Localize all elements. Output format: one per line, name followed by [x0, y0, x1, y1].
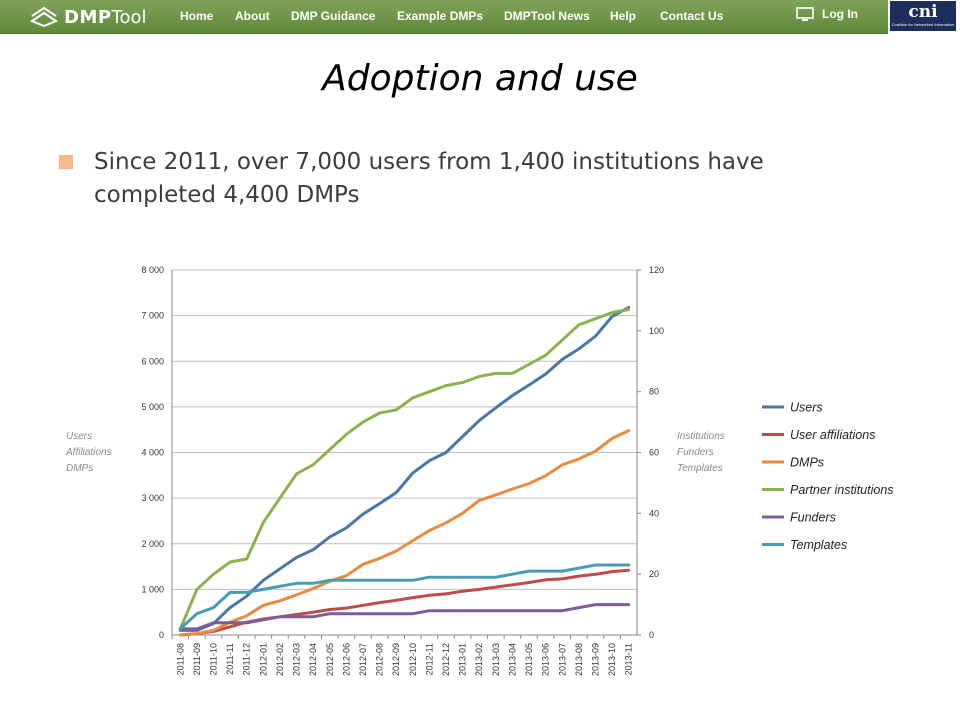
nav-example-dmps[interactable]: Example DMPs: [397, 9, 484, 23]
x-tick-label: 2012-01: [258, 643, 268, 676]
right-tick-label: 20: [649, 569, 659, 579]
cni-logo: cni Coalition for Networked Information: [888, 0, 960, 33]
x-tick-label: 2013-03: [491, 643, 501, 676]
x-tick-label: 2013-08: [574, 643, 584, 676]
x-tick-label: 2013-05: [524, 643, 534, 676]
left-axis-label-1: Users: [66, 431, 93, 442]
nav-contact-us[interactable]: Contact Us: [660, 9, 724, 23]
right-tick-label: 40: [649, 508, 659, 518]
cni-logo-subtext: Coalition for Networked Information: [891, 22, 955, 27]
series-line-templates: [178, 563, 631, 631]
right-axis-label-2: Funders: [677, 447, 714, 458]
left-tick-label: 5 000: [141, 402, 164, 412]
x-tick-label: 2012-02: [275, 643, 285, 676]
left-tick-label: 7 000: [141, 311, 164, 321]
legend-label-dmps: DMPs: [790, 456, 824, 470]
left-tick-label: 1 000: [141, 584, 164, 594]
right-tick-label: 60: [649, 448, 659, 458]
right-tick-label: 120: [649, 265, 664, 275]
left-tick-label: 0: [159, 630, 164, 640]
right-tick-label: 100: [649, 326, 664, 336]
series-line-partner-institutions: [178, 308, 631, 631]
legend-label-templates: Templates: [790, 538, 847, 552]
x-tick-label: 2011-09: [192, 643, 202, 675]
right-axis-label-1: Institutions: [677, 431, 725, 442]
cni-logo-word: cni: [908, 2, 938, 22]
series-line-funders: [178, 603, 631, 631]
x-tick-label: 2012-09: [391, 643, 401, 676]
slide-title: Adoption and use: [322, 58, 638, 99]
legend-label-users: Users: [790, 401, 823, 415]
top-nav-bar: DMP Tool Home About DMP Guidance Example …: [0, 0, 888, 34]
left-tick-label: 4 000: [141, 448, 164, 458]
right-tick-label: 0: [649, 630, 654, 640]
right-axis-label: Institutions Funders Templates: [677, 429, 725, 477]
x-tick-label: 2012-03: [292, 643, 302, 676]
nav-help[interactable]: Help: [610, 9, 637, 23]
nav-about[interactable]: About: [235, 9, 270, 23]
x-tick-label: 2012-10: [408, 643, 418, 676]
bullet-marker: [59, 155, 73, 169]
left-tick-label: 2 000: [141, 539, 164, 549]
x-tick-label: 2013-01: [458, 643, 468, 676]
legend-label-funders: Funders: [790, 511, 836, 525]
left-axis-label-2: Affiliations: [66, 447, 112, 458]
x-tick-label: 2013-02: [474, 643, 484, 676]
x-tick-label: 2011-12: [242, 643, 252, 675]
login-button[interactable]: Log In: [796, 7, 858, 21]
brand-part2: Tool: [111, 6, 147, 28]
series-line-dmps: [178, 429, 631, 637]
x-tick-label: 2013-09: [590, 643, 600, 676]
monitor-icon: [796, 7, 814, 21]
x-tick-label: 2012-07: [358, 643, 368, 676]
series-line-users: [178, 305, 631, 632]
x-tick-label: 2012-05: [325, 643, 335, 676]
left-axis-label: Users Affiliations DMPs: [66, 429, 112, 477]
x-tick-label: 2013-06: [541, 643, 551, 676]
bullet-text: Since 2011, over 7,000 users from 1,400 …: [94, 149, 764, 208]
x-tick-label: 2013-04: [507, 643, 517, 676]
left-tick-label: 8 000: [141, 265, 164, 275]
nav-dmptool-news[interactable]: DMPTool News: [504, 9, 590, 23]
dmptool-logo-icon: [30, 7, 58, 27]
x-tick-label: 2013-07: [557, 643, 567, 676]
login-label: Log In: [822, 7, 858, 21]
x-tick-label: 2011-11: [225, 643, 235, 675]
x-tick-label: 2012-08: [375, 643, 385, 676]
left-axis-label-3: DMPs: [66, 463, 94, 474]
right-axis-label-3: Templates: [677, 463, 723, 474]
cni-logo-box: cni Coalition for Networked Information: [890, 1, 956, 31]
legend-label-user-affiliations: User affiliations: [790, 428, 875, 442]
left-tick-label: 6 000: [141, 356, 164, 366]
x-tick-label: 2012-11: [424, 643, 434, 675]
x-tick-label: 2011-08: [175, 643, 185, 675]
left-tick-label: 3 000: [141, 493, 164, 503]
x-tick-label: 2011-10: [209, 643, 219, 675]
x-tick-label: 2013-10: [607, 643, 617, 676]
nav-home[interactable]: Home: [180, 9, 214, 23]
x-tick-label: 2013-11: [624, 643, 634, 675]
brand-part1: DMP: [64, 6, 112, 28]
x-tick-label: 2012-04: [308, 643, 318, 676]
x-tick-label: 2012-06: [341, 643, 351, 676]
legend-label-partner-institutions: Partner institutions: [790, 483, 894, 497]
x-tick-label: 2012-12: [441, 643, 451, 676]
dmptool-logo[interactable]: DMP Tool: [30, 5, 147, 29]
right-tick-label: 80: [649, 387, 659, 397]
nav-dmp-guidance[interactable]: DMP Guidance: [291, 9, 376, 23]
